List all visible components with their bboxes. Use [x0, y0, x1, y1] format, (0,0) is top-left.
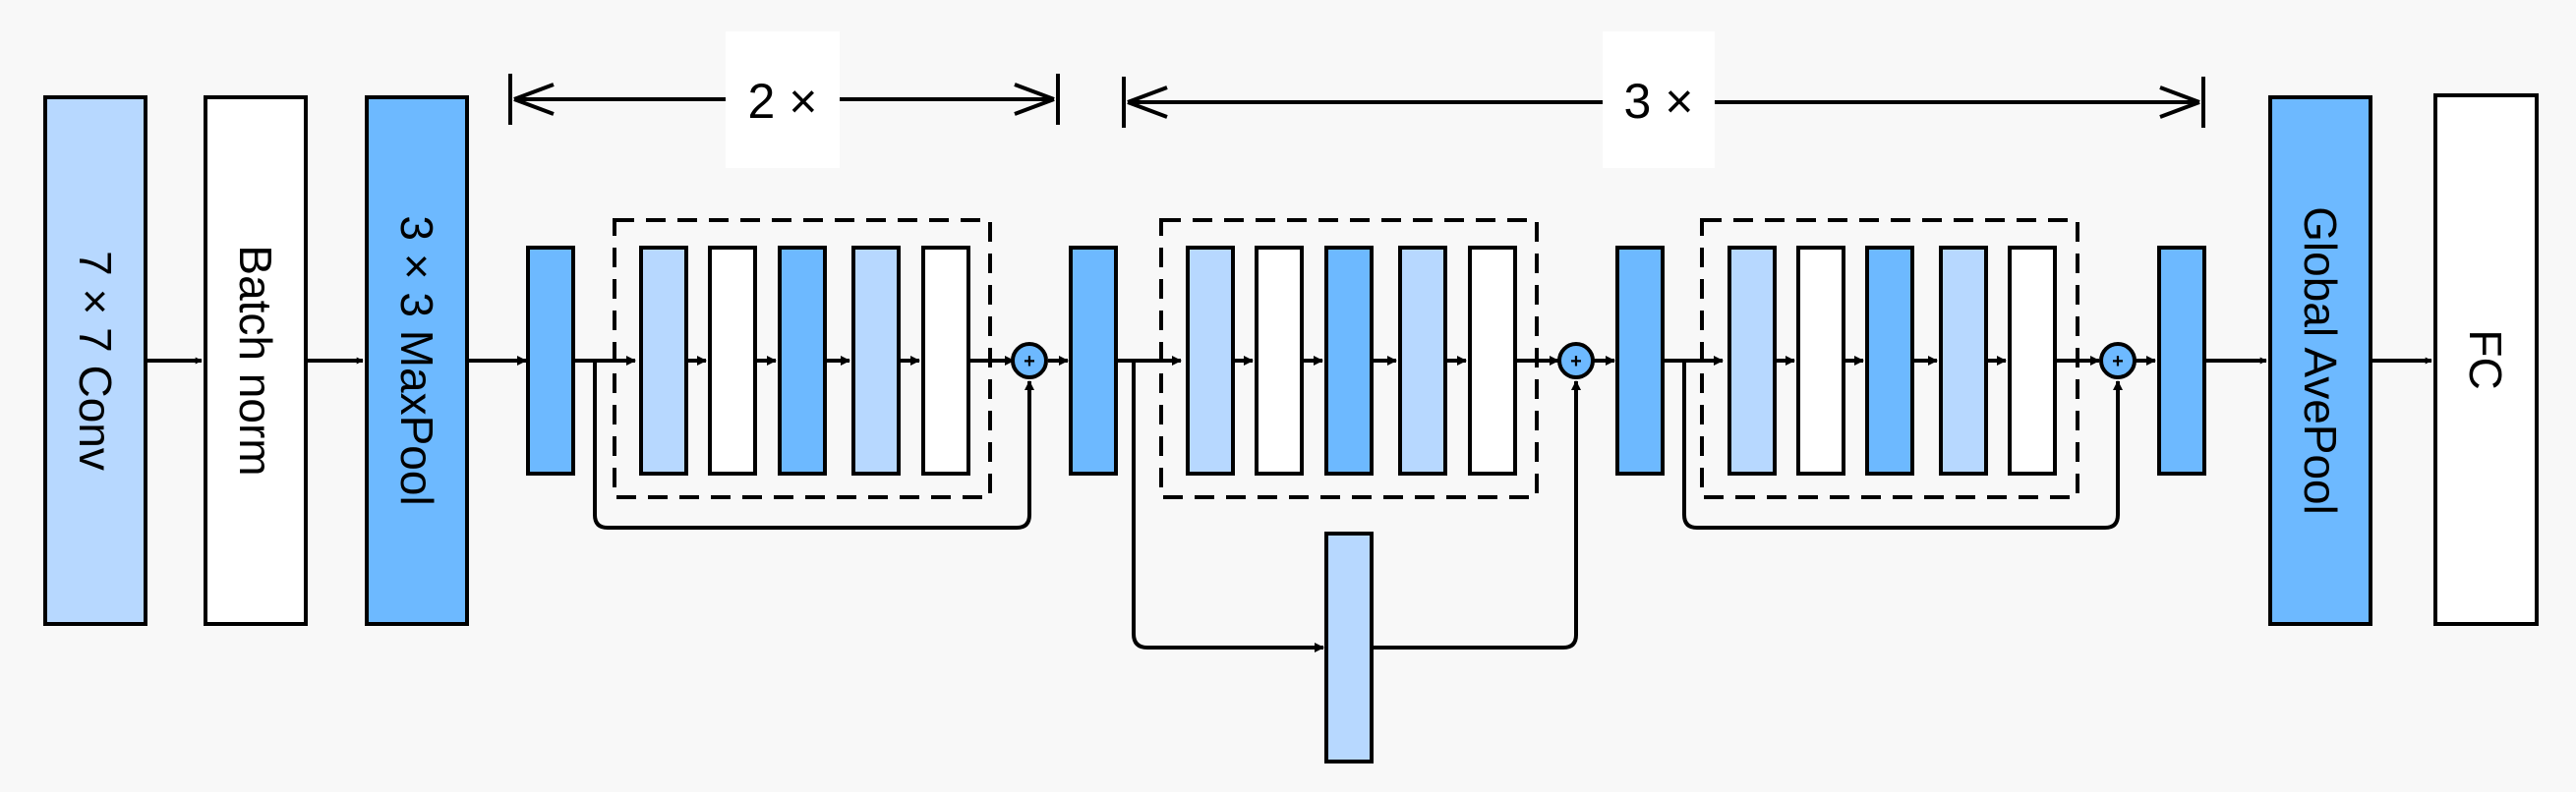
- global-avepool-label: Global AvePool: [2295, 206, 2346, 515]
- stage-1-residual-block: +: [526, 218, 1069, 530]
- stage-2-input-layer: [1069, 246, 1118, 476]
- stage-1-input-layer: [526, 246, 575, 476]
- projection-shortcut-layer: [1324, 532, 1374, 764]
- svg-text:+: +: [1024, 351, 1035, 372]
- final-stage-output-layer: [2157, 246, 2206, 476]
- stage-3-add-node: +: [2099, 342, 2137, 379]
- stage-1-add-node: +: [1011, 342, 1048, 379]
- global-avepool-block: Global AvePool: [2268, 95, 2372, 626]
- stage-2-residual-block: +: [1069, 218, 1615, 764]
- repeat-bracket-second: 3 ×: [1122, 31, 2205, 168]
- stage-3-residual-block: +: [1615, 218, 2156, 530]
- maxpool-block: 3 × 3 MaxPool: [365, 95, 469, 626]
- maxpool-label: 3 × 3 MaxPool: [391, 215, 442, 505]
- fc-block: FC: [2433, 93, 2539, 626]
- conv-block: 7 × 7 Conv: [43, 95, 147, 626]
- stage-2-add-node: +: [1557, 342, 1595, 379]
- batch-norm-label: Batch norm: [230, 245, 281, 476]
- svg-text:+: +: [1570, 351, 1582, 372]
- repeat-label-first: 2 ×: [748, 74, 818, 129]
- repeat-label-second: 3 ×: [1624, 74, 1694, 129]
- conv-label: 7 × 7 Conv: [70, 251, 121, 471]
- batch-norm-block: Batch norm: [204, 95, 308, 626]
- repeat-bracket-first: 2 ×: [508, 31, 1060, 168]
- svg-text:+: +: [2112, 351, 2124, 372]
- fc-label: FC: [2460, 329, 2511, 389]
- stage-3-input-layer: [1615, 246, 1665, 476]
